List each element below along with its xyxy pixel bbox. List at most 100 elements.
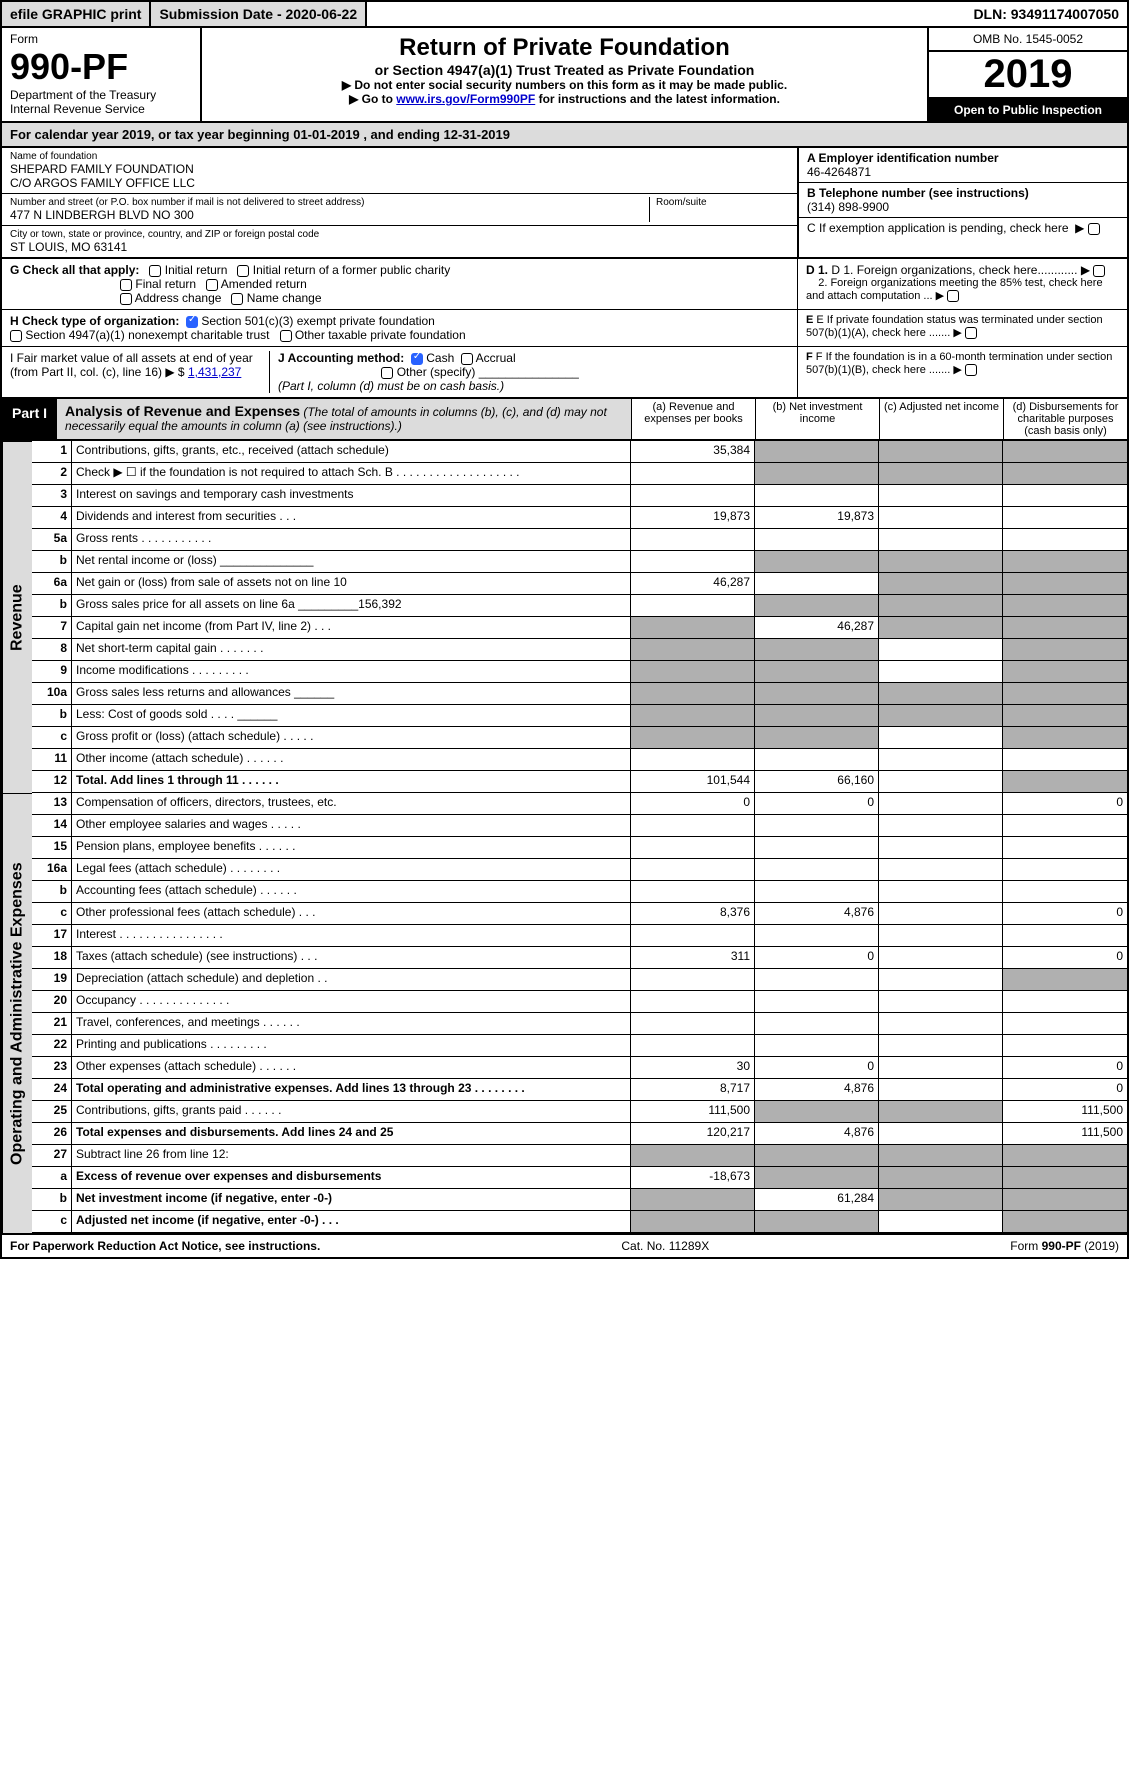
g-initial-former-checkbox[interactable] — [237, 265, 249, 277]
h-501c3-checkbox[interactable] — [186, 316, 198, 328]
col-d-value — [1003, 441, 1127, 463]
identification-block: Name of foundation SHEPARD FAMILY FOUNDA… — [0, 148, 1129, 259]
col-d-value — [1003, 595, 1127, 617]
phone-value: (314) 898-9900 — [807, 200, 1119, 214]
g-amended-checkbox[interactable] — [206, 279, 218, 291]
col-a-value — [631, 463, 755, 485]
g-addr-change-checkbox[interactable] — [120, 293, 132, 305]
col-b-value: 61,284 — [755, 1189, 879, 1211]
col-d-value: 111,500 — [1003, 1101, 1127, 1123]
line-description: Gross sales price for all assets on line… — [72, 595, 631, 617]
col-d-value — [1003, 925, 1127, 947]
omb-number: OMB No. 1545-0052 — [929, 28, 1127, 52]
col-d-value — [1003, 859, 1127, 881]
table-row: 1Contributions, gifts, grants, etc., rec… — [32, 441, 1127, 463]
table-row: aExcess of revenue over expenses and dis… — [32, 1167, 1127, 1189]
col-a-value — [631, 683, 755, 705]
irs-link[interactable]: www.irs.gov/Form990PF — [396, 92, 535, 106]
col-d-header: (d) Disbursements for charitable purpose… — [1003, 399, 1127, 439]
j-label: J Accounting method: — [278, 351, 404, 365]
line-description: Total operating and administrative expen… — [72, 1079, 631, 1101]
j-cash-checkbox[interactable] — [411, 353, 423, 365]
col-b-value: 4,876 — [755, 1123, 879, 1145]
col-d-value — [1003, 485, 1127, 507]
line-number: 12 — [32, 771, 72, 793]
g-final-checkbox[interactable] — [120, 279, 132, 291]
line-number: 14 — [32, 815, 72, 837]
col-c-value — [879, 903, 1003, 925]
col-c-value — [879, 1013, 1003, 1035]
col-b-value: 19,873 — [755, 507, 879, 529]
efile-print-button[interactable]: efile GRAPHIC print — [2, 2, 151, 26]
h-other-tax-checkbox[interactable] — [280, 330, 292, 342]
line-number: 24 — [32, 1079, 72, 1101]
h-4947-checkbox[interactable] — [10, 330, 22, 342]
line-number: 17 — [32, 925, 72, 947]
col-b-value — [755, 727, 879, 749]
line-description: Net investment income (if negative, ente… — [72, 1189, 631, 1211]
table-row: bGross sales price for all assets on lin… — [32, 595, 1127, 617]
col-b-value — [755, 749, 879, 771]
col-d-value — [1003, 815, 1127, 837]
i-fmv-link[interactable]: 1,431,237 — [188, 365, 241, 379]
col-d-value — [1003, 881, 1127, 903]
j-accrual-checkbox[interactable] — [461, 353, 473, 365]
col-a-value: 101,544 — [631, 771, 755, 793]
g-initial-checkbox[interactable] — [149, 265, 161, 277]
col-d-value — [1003, 683, 1127, 705]
col-b-value — [755, 1035, 879, 1057]
col-a-value: 30 — [631, 1057, 755, 1079]
part1-title: Analysis of Revenue and Expenses — [65, 403, 300, 419]
line-number: 1 — [32, 441, 72, 463]
col-c-value — [879, 573, 1003, 595]
dept-treasury: Department of the Treasury — [10, 88, 192, 102]
table-row: 2Check ▶ ☐ if the foundation is not requ… — [32, 463, 1127, 485]
col-b-value — [755, 463, 879, 485]
line-description: Net gain or (loss) from sale of assets n… — [72, 573, 631, 595]
col-d-value — [1003, 463, 1127, 485]
col-b-value — [755, 551, 879, 573]
g-initial: Initial return — [165, 263, 228, 277]
line-description: Net short-term capital gain . . . . . . … — [72, 639, 631, 661]
col-a-value — [631, 991, 755, 1013]
j-other-checkbox[interactable] — [381, 367, 393, 379]
col-a-value: 111,500 — [631, 1101, 755, 1123]
col-c-value — [879, 551, 1003, 573]
col-c-value — [879, 881, 1003, 903]
col-a-value: 311 — [631, 947, 755, 969]
col-c-value — [879, 1189, 1003, 1211]
g-name-change-checkbox[interactable] — [231, 293, 243, 305]
f-checkbox[interactable] — [965, 364, 977, 376]
col-d-value — [1003, 727, 1127, 749]
table-row: 11Other income (attach schedule) . . . .… — [32, 749, 1127, 771]
form-word: Form — [10, 32, 192, 46]
col-c-value — [879, 1035, 1003, 1057]
line-number: b — [32, 881, 72, 903]
col-d-value — [1003, 529, 1127, 551]
c-exemption-label: C If exemption application is pending, c… — [807, 221, 1069, 235]
line-description: Pension plans, employee benefits . . . .… — [72, 837, 631, 859]
col-b-value — [755, 683, 879, 705]
col-c-value — [879, 793, 1003, 815]
line-number: 3 — [32, 485, 72, 507]
d2-checkbox[interactable] — [947, 290, 959, 302]
col-b-value — [755, 639, 879, 661]
col-c-value — [879, 507, 1003, 529]
e-checkbox[interactable] — [965, 327, 977, 339]
col-a-value — [631, 1013, 755, 1035]
part1-header: Part I Analysis of Revenue and Expenses … — [0, 399, 1129, 441]
c-checkbox[interactable] — [1088, 223, 1100, 235]
col-a-value: 46,287 — [631, 573, 755, 595]
line-description: Check ▶ ☐ if the foundation is not requi… — [72, 463, 631, 485]
col-c-value — [879, 705, 1003, 727]
line-number: 26 — [32, 1123, 72, 1145]
line-description: Adjusted net income (if negative, enter … — [72, 1211, 631, 1233]
col-d-value — [1003, 573, 1127, 595]
line-description: Other employee salaries and wages . . . … — [72, 815, 631, 837]
line-number: 19 — [32, 969, 72, 991]
d1-checkbox[interactable] — [1093, 265, 1105, 277]
col-a-value — [631, 859, 755, 881]
col-a-value — [631, 815, 755, 837]
col-b-value — [755, 1013, 879, 1035]
calendar-year-line: For calendar year 2019, or tax year begi… — [0, 123, 1129, 148]
